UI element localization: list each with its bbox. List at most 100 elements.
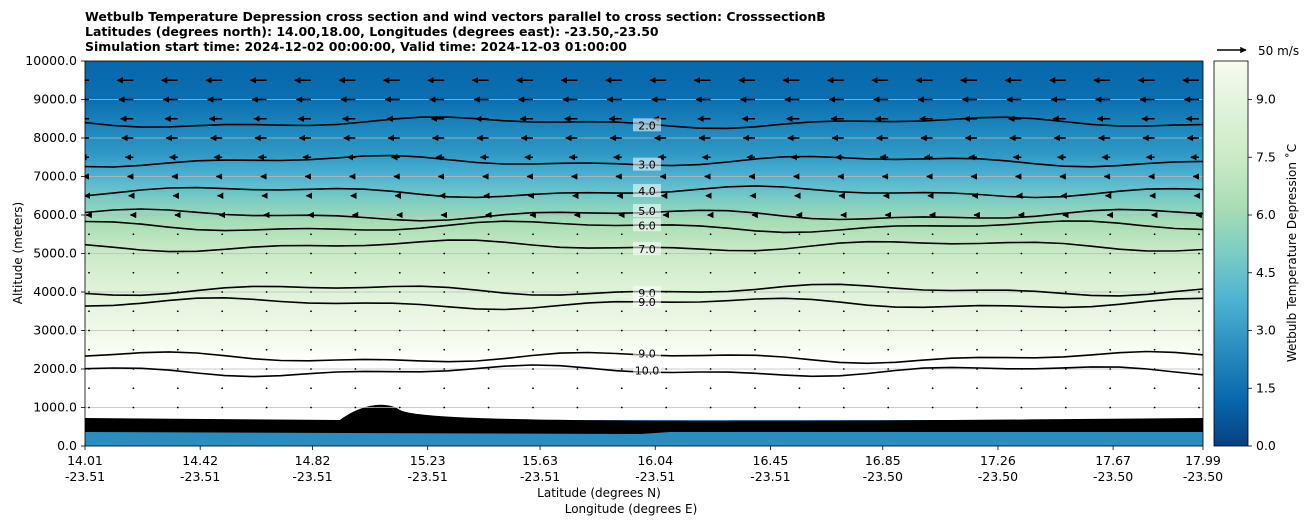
y-tick-label: 5000.0 xyxy=(33,246,77,261)
wind-vector xyxy=(1153,368,1156,370)
wind-vector xyxy=(620,348,623,351)
wind-vector xyxy=(1109,291,1112,293)
wind-vector xyxy=(887,348,890,351)
y-tick-label: 2000.0 xyxy=(33,361,77,376)
wind-vector xyxy=(354,310,357,313)
wind-vector xyxy=(754,291,756,293)
x-tick-label-lat: 14.01 xyxy=(67,453,103,468)
wind-vector xyxy=(176,291,179,293)
wind-vector xyxy=(532,271,534,274)
wind-vector xyxy=(265,310,268,313)
wind-vector xyxy=(665,271,668,274)
wind-vector xyxy=(310,291,312,293)
wind-vector xyxy=(1064,329,1067,332)
wind-vector xyxy=(88,406,90,409)
wind-vector xyxy=(88,252,90,255)
wind-vector xyxy=(354,271,357,274)
wind-vector xyxy=(132,406,135,409)
y-tick-label: 3000.0 xyxy=(33,323,77,338)
wind-vector xyxy=(931,271,934,274)
wind-vector xyxy=(132,310,135,313)
wind-vector xyxy=(754,252,756,255)
wind-vector xyxy=(487,387,490,390)
wind-vector xyxy=(798,233,801,236)
wind-vector xyxy=(1109,271,1112,274)
wind-vector xyxy=(176,368,179,370)
wind-vector xyxy=(931,291,934,293)
y-tick-label: 8000.0 xyxy=(33,130,77,145)
wind-vector xyxy=(265,252,268,255)
wind-vector xyxy=(709,271,712,274)
wind-vector xyxy=(620,406,623,409)
wind-vector xyxy=(1153,348,1156,351)
colorbar-tick-label: 6.0 xyxy=(1256,207,1276,222)
wind-vector xyxy=(754,271,756,274)
wind-vector xyxy=(88,310,90,313)
colorbar-tick-label: 7.5 xyxy=(1256,149,1276,164)
wind-vector xyxy=(931,387,934,390)
wind-vector xyxy=(1198,368,1200,370)
contour-label-bg xyxy=(633,346,661,360)
x-tick-label-lat: 16.04 xyxy=(637,453,673,468)
wind-vector xyxy=(1064,406,1067,409)
x-tick-label-lat: 16.85 xyxy=(865,453,901,468)
wind-vector xyxy=(931,310,934,313)
wind-vector xyxy=(665,368,668,370)
wind-vector xyxy=(354,406,357,409)
wind-vector xyxy=(576,310,579,313)
wind-vector xyxy=(1020,329,1023,332)
x-tick-label-lon: -23.50 xyxy=(1093,469,1133,484)
wind-vector xyxy=(176,348,179,351)
wind-vector xyxy=(576,329,579,332)
x-tick-label-lat: 14.42 xyxy=(182,453,218,468)
wind-vector xyxy=(842,291,845,293)
wind-vector xyxy=(532,233,534,236)
wind-vector xyxy=(754,329,756,332)
wind-vector xyxy=(221,310,224,313)
wind-vector xyxy=(620,368,623,370)
colorbar xyxy=(1213,60,1249,447)
wind-vector xyxy=(842,329,845,332)
y-tick-label: 0.0 xyxy=(57,438,77,453)
contour-label-bg xyxy=(633,157,661,171)
wind-vector xyxy=(1109,406,1112,409)
wind-vector xyxy=(443,271,446,274)
wind-vector xyxy=(176,271,179,274)
wind-vector xyxy=(487,310,490,313)
x-tick-label-lon: -23.50 xyxy=(863,469,903,484)
wind-vector xyxy=(265,348,268,351)
wind-vector xyxy=(665,406,668,409)
wind-vector xyxy=(1109,348,1112,351)
wind-vector xyxy=(265,291,268,293)
colorbar-tick-label: 3.0 xyxy=(1256,323,1276,338)
wind-vector xyxy=(443,406,446,409)
wind-vector xyxy=(620,329,623,332)
contour-label-bg xyxy=(633,204,661,218)
wind-vector xyxy=(754,348,756,351)
wind-vector xyxy=(931,368,934,370)
wind-vector xyxy=(709,291,712,293)
y-tick-label: 1000.0 xyxy=(33,400,77,415)
wind-vector xyxy=(976,310,978,313)
wind-vector xyxy=(1064,252,1067,255)
wind-vector xyxy=(976,406,978,409)
contour-label-bg xyxy=(633,294,661,308)
wind-vector xyxy=(976,271,978,274)
wind-vector xyxy=(709,252,712,255)
wind-vector xyxy=(487,368,490,370)
wind-vector xyxy=(709,368,712,370)
wind-vector xyxy=(221,252,224,255)
colorbar-tick-label: 4.5 xyxy=(1256,265,1276,280)
x-tick-label-lat: 15.63 xyxy=(522,453,558,468)
wind-vector xyxy=(842,310,845,313)
wind-vector xyxy=(1153,406,1156,409)
wind-vector xyxy=(931,406,934,409)
wind-vector xyxy=(1020,406,1023,409)
colorbar-ticks: 0.0 1.5 3.0 4.5 6.0 7.5 9.0 xyxy=(1248,92,1276,453)
colorbar-tick-label: 9.0 xyxy=(1256,92,1276,107)
contour-label: 6.0 xyxy=(638,219,656,232)
wind-vector xyxy=(842,387,845,390)
x-tick-label-lon: -23.51 xyxy=(408,469,448,484)
contour-label: 9.0 xyxy=(638,348,656,361)
wind-vector xyxy=(1153,271,1156,274)
